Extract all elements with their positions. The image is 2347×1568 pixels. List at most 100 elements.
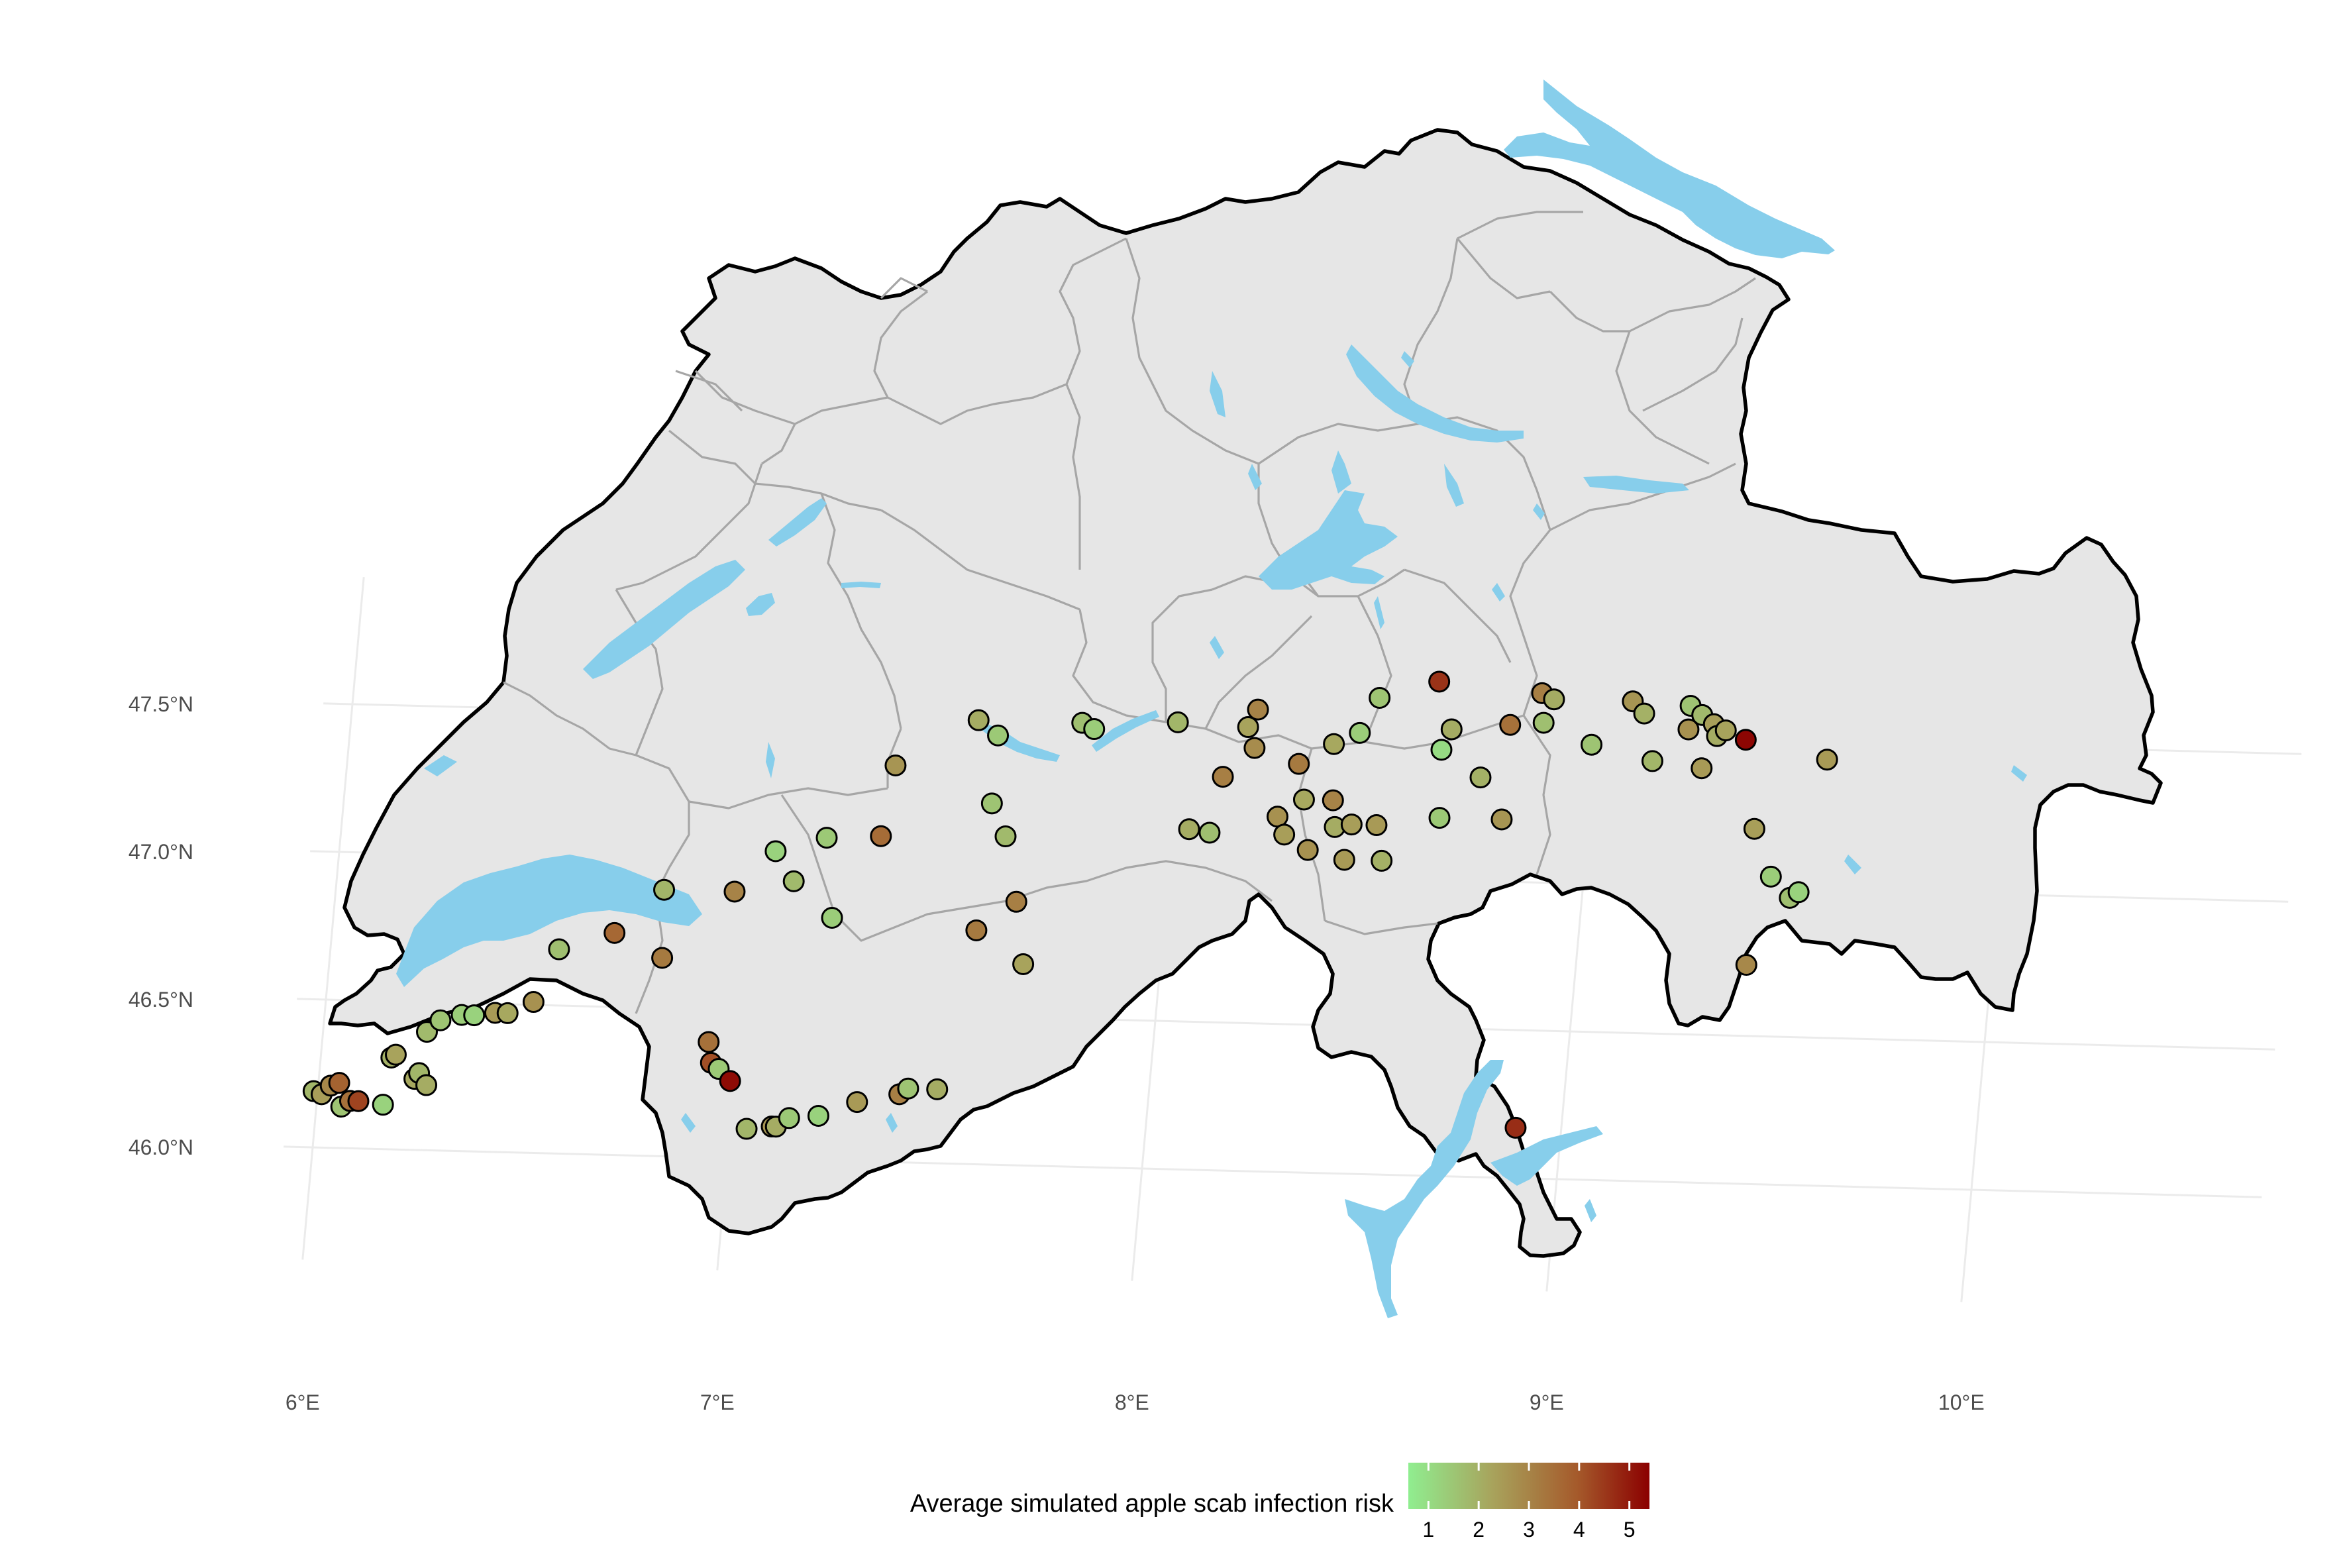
legend-tick-label: 5 bbox=[1624, 1518, 1636, 1542]
station-point bbox=[1430, 739, 1453, 761]
y-tick-label: 47.0°N bbox=[129, 840, 193, 864]
x-tick-label: 6°E bbox=[286, 1390, 320, 1414]
station-point bbox=[429, 1009, 452, 1031]
station-point bbox=[653, 878, 676, 901]
station-point bbox=[821, 906, 843, 929]
lakes bbox=[396, 79, 2027, 1318]
station-point bbox=[735, 1118, 758, 1140]
station-point bbox=[815, 827, 838, 849]
x-axis-ticks: 6°E 7°E 8°E 9°E 10°E bbox=[286, 1390, 1985, 1414]
station-point bbox=[1469, 766, 1492, 789]
station-point bbox=[1237, 716, 1259, 739]
station-point bbox=[1292, 788, 1315, 811]
station-point bbox=[1167, 711, 1189, 733]
station-point bbox=[1322, 789, 1344, 811]
lake-geneva bbox=[396, 855, 702, 987]
lake-sarnen bbox=[1210, 636, 1224, 659]
legend-tick-label: 3 bbox=[1523, 1518, 1535, 1542]
station-point bbox=[651, 947, 674, 969]
station-point bbox=[926, 1078, 949, 1100]
station-point bbox=[698, 1031, 720, 1053]
legend-tick-label: 4 bbox=[1573, 1518, 1585, 1542]
lake-constance bbox=[1504, 79, 1835, 258]
station-point bbox=[980, 792, 1003, 815]
station-point bbox=[522, 991, 545, 1014]
station-point bbox=[1296, 839, 1319, 861]
lake-greifensee bbox=[1401, 351, 1414, 368]
station-point bbox=[1532, 711, 1555, 734]
station-point bbox=[1005, 890, 1027, 913]
y-tick-label: 47.5°N bbox=[129, 692, 193, 716]
station-point bbox=[1247, 698, 1269, 721]
station-point bbox=[603, 921, 626, 944]
station-point bbox=[807, 1104, 829, 1127]
lake-murten bbox=[746, 593, 775, 616]
station-point bbox=[1428, 807, 1451, 829]
station-point bbox=[782, 870, 805, 892]
lake-zug bbox=[1331, 450, 1351, 494]
station-point bbox=[884, 754, 907, 776]
station-point bbox=[870, 825, 892, 847]
station-point bbox=[1734, 729, 1757, 751]
station-point bbox=[1340, 813, 1363, 836]
x-tick-label: 7°E bbox=[700, 1390, 735, 1414]
station-point bbox=[496, 1002, 519, 1024]
y-tick-label: 46.5°N bbox=[129, 988, 193, 1012]
lake-small-1 bbox=[1533, 503, 1545, 520]
legend-ticks: 1 2 3 4 5 bbox=[1422, 1463, 1636, 1542]
legend-tick-label: 2 bbox=[1473, 1518, 1485, 1542]
station-point bbox=[1178, 818, 1200, 841]
station-point bbox=[548, 938, 570, 961]
station-point bbox=[1677, 718, 1700, 741]
parallel-line bbox=[284, 1145, 2262, 1198]
station-point bbox=[1349, 721, 1371, 744]
station-point bbox=[1490, 808, 1513, 831]
station-point bbox=[1440, 718, 1463, 741]
y-axis-ticks: 46.0°N 46.5°N 47.0°N 47.5°N bbox=[129, 692, 193, 1159]
lake-hallwil bbox=[1248, 464, 1262, 490]
station-point bbox=[1369, 686, 1391, 709]
lake-walen bbox=[1583, 476, 1689, 494]
lake-lugano bbox=[1490, 1126, 1603, 1186]
station-point bbox=[994, 825, 1017, 848]
switzerland-land bbox=[328, 128, 2163, 1258]
station-point bbox=[1641, 750, 1663, 772]
station-point bbox=[1581, 733, 1603, 756]
station-point bbox=[897, 1077, 919, 1100]
station-point bbox=[328, 1072, 350, 1094]
station-point bbox=[1365, 814, 1388, 837]
station-point bbox=[1288, 753, 1310, 775]
station-point bbox=[1787, 881, 1810, 904]
station-point bbox=[1333, 849, 1355, 871]
lake-small-10 bbox=[681, 1113, 696, 1133]
legend: Average simulated apple scab infection r… bbox=[910, 1463, 1649, 1542]
legend-title: Average simulated apple scab infection r… bbox=[910, 1490, 1394, 1518]
lake-small-7 bbox=[1585, 1199, 1596, 1222]
station-point bbox=[463, 1004, 486, 1027]
station-points bbox=[302, 670, 1838, 1140]
x-tick-label: 10°E bbox=[1938, 1390, 1985, 1414]
lake-small-5 bbox=[1844, 855, 1861, 874]
station-point bbox=[1273, 823, 1296, 846]
station-point bbox=[778, 1107, 800, 1129]
lake-small-8 bbox=[1492, 583, 1505, 601]
station-point bbox=[1267, 806, 1288, 828]
lake-small-4 bbox=[766, 742, 775, 778]
station-point bbox=[1323, 733, 1345, 755]
station-point bbox=[987, 724, 1010, 747]
station-point bbox=[1816, 749, 1838, 771]
station-point bbox=[1428, 670, 1451, 693]
meridian-line bbox=[301, 577, 365, 1260]
station-point bbox=[1743, 817, 1765, 840]
station-point bbox=[723, 880, 746, 903]
x-tick-label: 8°E bbox=[1115, 1390, 1149, 1414]
y-tick-label: 46.0°N bbox=[129, 1135, 193, 1159]
station-point bbox=[1243, 737, 1266, 759]
station-point bbox=[1083, 718, 1106, 741]
lake-sihl bbox=[1444, 464, 1464, 507]
station-point bbox=[1735, 954, 1757, 976]
lake-sempach bbox=[1210, 371, 1226, 417]
lake-neuchatel bbox=[583, 560, 745, 679]
